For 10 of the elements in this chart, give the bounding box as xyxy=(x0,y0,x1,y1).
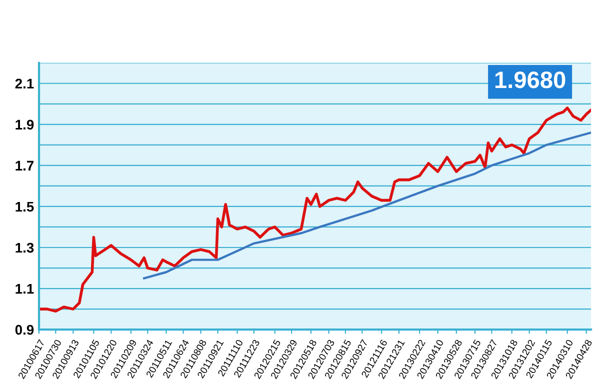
line-series xyxy=(39,106,591,312)
y-tick-label: 1.3 xyxy=(16,242,34,253)
y-tick-label: 1.9 xyxy=(16,120,34,130)
line-series xyxy=(143,132,591,280)
y-tick-label: 1.1 xyxy=(16,284,34,294)
annotation: 1.9680 xyxy=(495,71,566,88)
y-tick-label: 1.7 xyxy=(16,160,34,170)
y-tick-label: 1.5 xyxy=(16,202,34,212)
y-tick-label: 0.9 xyxy=(15,324,34,335)
y-tick-label: 2.1 xyxy=(15,78,34,88)
